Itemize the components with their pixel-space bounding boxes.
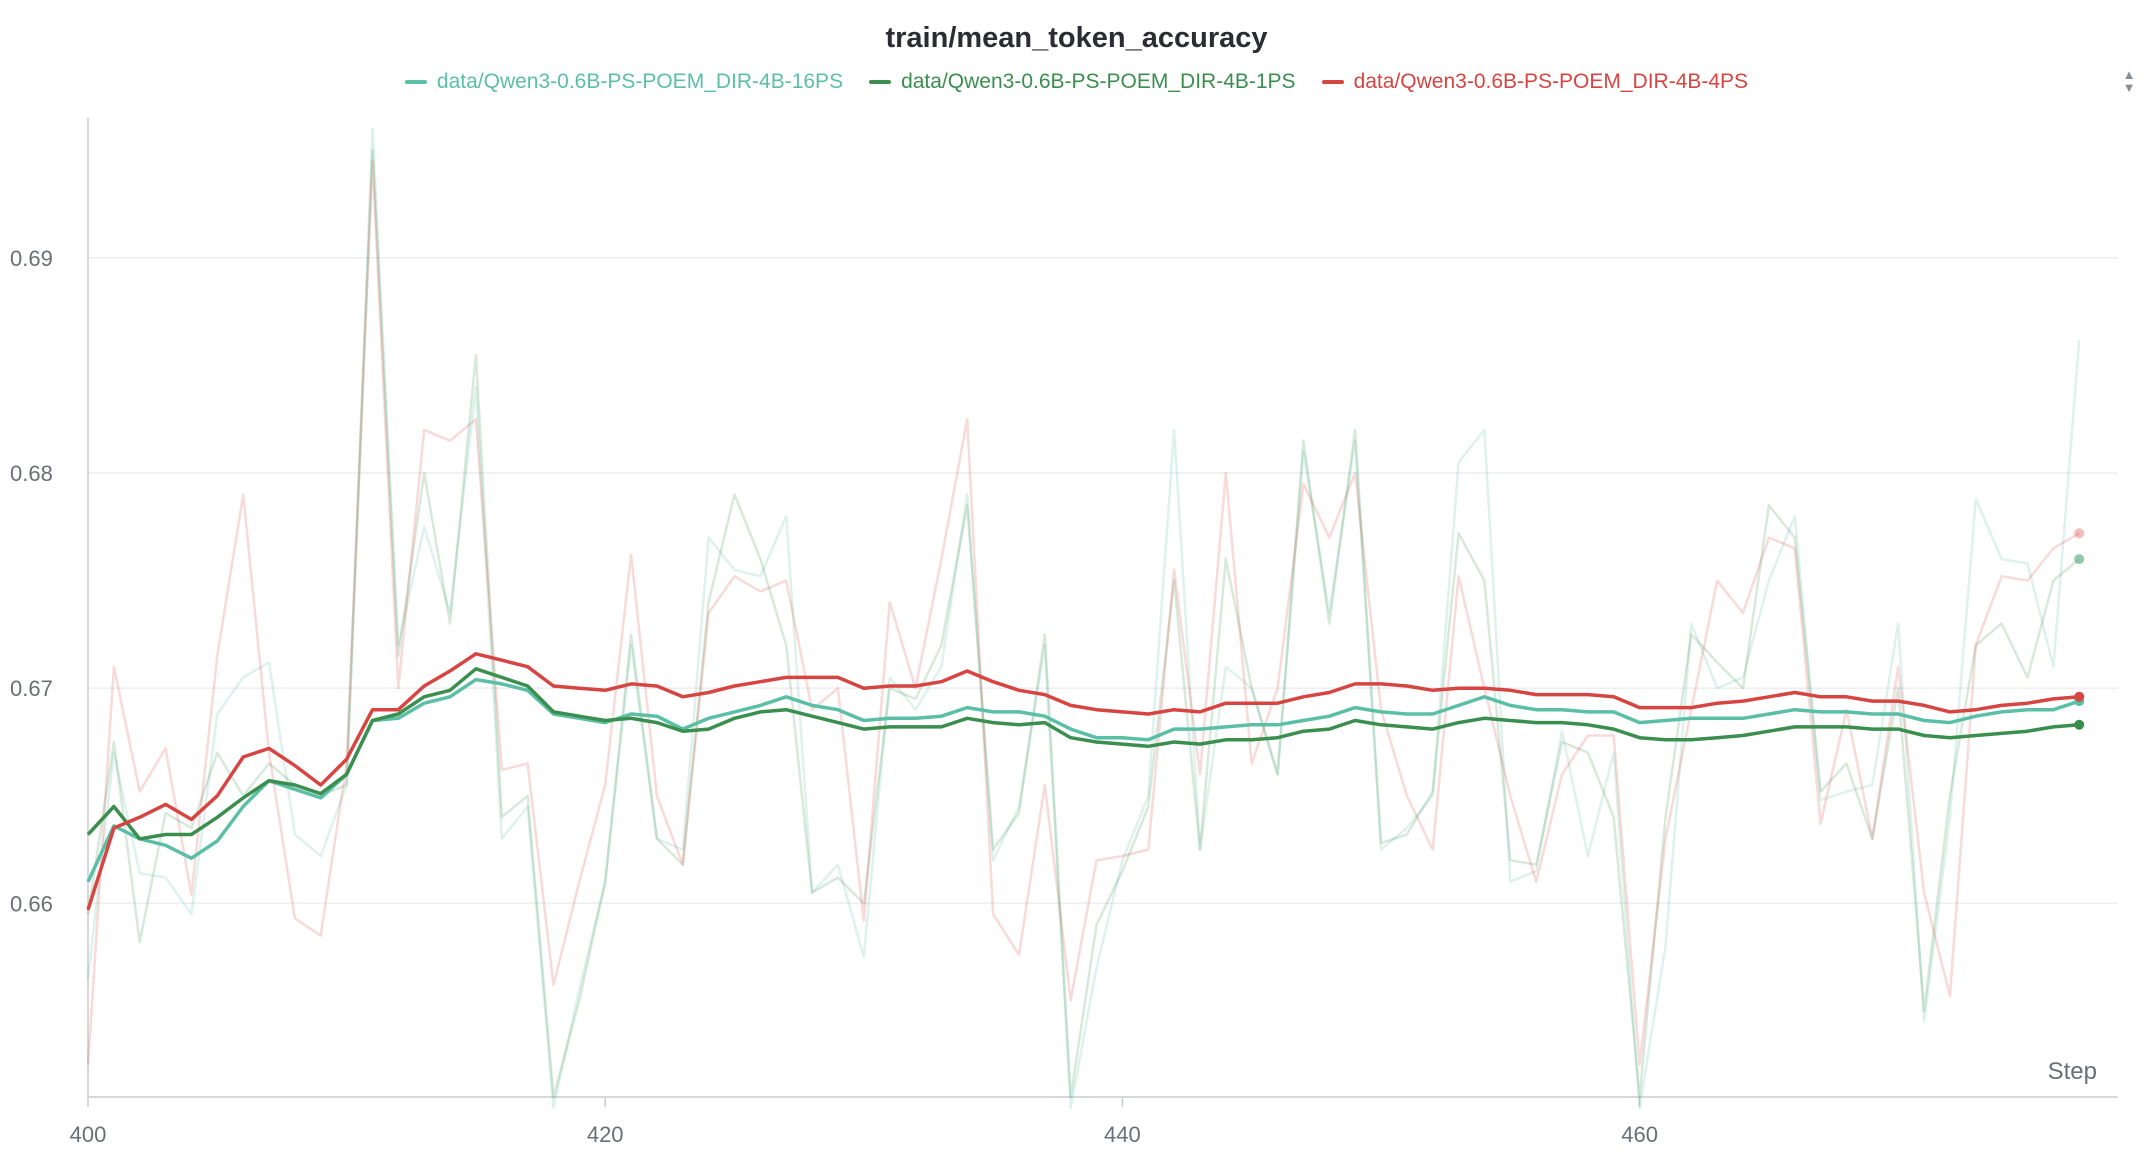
series-end-point-2 [2074, 719, 2085, 730]
y-tick-label: 0.66 [10, 891, 53, 916]
legend-item-3[interactable]: data/Qwen3-0.6B-PS-POEM_DIR-4B-4PS [1321, 70, 1749, 94]
raw-series-line-3 [86, 159, 2080, 1066]
y-tick-label: 0.67 [10, 676, 53, 701]
series-raw-end-point-2 [2074, 554, 2085, 565]
raw-series-line-1 [86, 127, 2081, 1110]
smoothed-series-line-3[interactable] [86, 652, 2080, 911]
smoothed-series-line-2[interactable] [86, 667, 2080, 841]
y-tick-label: 0.69 [10, 246, 53, 271]
x-tick-label: 400 [70, 1122, 107, 1147]
legend-item-2[interactable]: data/Qwen3-0.6B-PS-POEM_DIR-4B-1PS [869, 70, 1296, 94]
legend-swatch [1321, 80, 1344, 84]
legend-swatch [869, 80, 892, 84]
legend-item-1[interactable]: data/Qwen3-0.6B-PS-POEM_DIR-4B-16PS [404, 70, 844, 94]
smoothed-series-lines [86, 652, 2080, 911]
series-raw-end-point-1 [2074, 554, 2085, 565]
y-tick-label: 0.68 [10, 461, 53, 486]
x-tick-label: 460 [1621, 1122, 1658, 1147]
series-raw-end-point-3 [2074, 528, 2085, 539]
x-tick-label: 440 [1104, 1122, 1141, 1147]
raw-series-lines [86, 127, 2081, 1110]
legend-label: data/Qwen3-0.6B-PS-POEM_DIR-4B-1PS [901, 70, 1296, 93]
legend-scroll-icon[interactable]: ▲ ▼ [2122, 67, 2136, 95]
x-axis-label: Step [2048, 1058, 2097, 1085]
series-end-point-3 [2074, 691, 2085, 702]
end-markers [2074, 528, 2085, 730]
legend-label: data/Qwen3-0.6B-PS-POEM_DIR-4B-16PS [436, 70, 844, 93]
x-tick-label: 420 [587, 1122, 624, 1147]
raw-series-line-2 [86, 149, 2081, 1099]
grid-lines [88, 257, 2118, 905]
axes: 0.66 0.67 0.68 0.69 400 420 440 460 [10, 118, 2118, 1147]
chart-title: train/mean_token_accuracy [885, 22, 1268, 54]
chart-legend: data/Qwen3-0.6B-PS-POEM_DIR-4B-16PS data/… [0, 70, 2153, 94]
legend-label: data/Qwen3-0.6B-PS-POEM_DIR-4B-4PS [1353, 70, 1749, 93]
smoothed-series-line-1[interactable] [86, 677, 2080, 883]
legend-swatch [404, 80, 427, 84]
